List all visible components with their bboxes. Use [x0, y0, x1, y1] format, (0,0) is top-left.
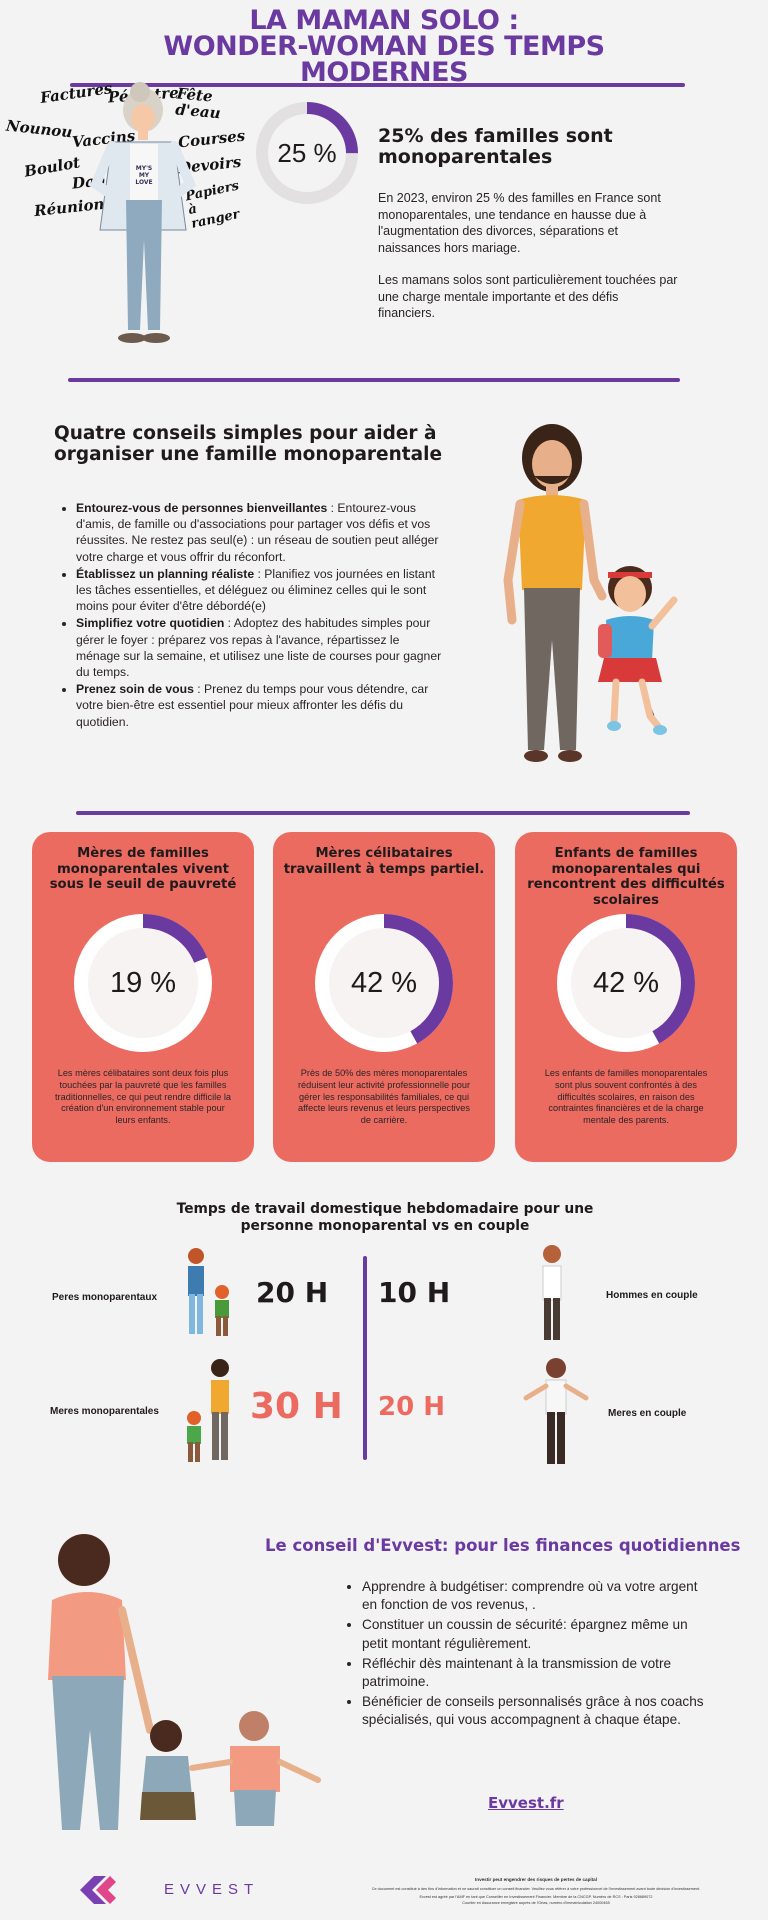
divider: [76, 811, 690, 815]
title-line-2: WONDER-WOMAN DES TEMPS: [163, 31, 605, 62]
card-title: Enfants de familles monoparentales qui r…: [527, 846, 725, 908]
family-walking-icon: [48, 1534, 321, 1830]
card-donut-chart: 42 %: [555, 912, 697, 1054]
footer: Investir peut engendrer des risques de p…: [316, 1876, 756, 1906]
label-single-fathers: Peres monoparentaux: [52, 1292, 158, 1303]
card-donut-chart: 42 %: [313, 912, 455, 1054]
tip-title: Prenez soin de vous: [76, 682, 194, 697]
card-donut-arc: [74, 914, 212, 1052]
stat-card-school: Enfants de familles monoparentales qui r…: [515, 832, 737, 1162]
card-title: Mères de familles monoparentales vivent …: [49, 846, 237, 892]
tips-list: Entourez-vous de personnes bienveillante…: [58, 500, 444, 731]
card-text: Les enfants de familles monoparentales s…: [544, 1068, 708, 1126]
list-item: Établissez un planning réaliste : Planif…: [76, 566, 444, 615]
footer-disclaimer: Ce document est constitué à des fins d'i…: [371, 1887, 701, 1891]
couple-men-hours: 10 H: [378, 1276, 451, 1309]
single-mother-icon: [187, 1359, 229, 1462]
divider: [68, 378, 680, 382]
intro-heading: 25% des familles sont monoparentales: [378, 125, 613, 168]
stat-card-parttime: Mères célibataires travaillent à temps p…: [273, 832, 495, 1162]
card-donut-arc: [315, 914, 453, 1052]
evvest-logo-icon: [80, 1876, 116, 1904]
stat-card-poverty: Mères de familles monoparentales vivent …: [32, 832, 254, 1162]
card-text: Les mères célibataires sont deux fois pl…: [54, 1068, 232, 1126]
supermom-illustration: Factures Pédiatre Fête d'eau Nounou Vacc…: [0, 79, 250, 380]
footer-amf: Evvest est agréé par l'AMF en tant que C…: [419, 1895, 653, 1899]
page-title: LA MAMAN SOLO : WONDER-WOMAN DES TEMPS M…: [0, 5, 768, 88]
svg-text:MY'S: MY'S: [136, 165, 152, 172]
label-couple-women: Meres en couple: [608, 1408, 687, 1419]
list-item: Réfléchir dès maintenant à la transmissi…: [362, 1655, 714, 1691]
intro-paragraph-1: En 2023, environ 25 % des familles en Fr…: [378, 191, 661, 255]
mom-daughter-icon: [503, 424, 678, 762]
tip-text: : Adoptez des habitudes simples pour gér…: [76, 616, 442, 680]
tip-text: : Entourez-vous d'amis, de famille ou d'…: [76, 501, 439, 564]
tip-title: Entourez-vous de personnes bienveillante…: [76, 501, 328, 515]
single-mothers-hours: 30 H: [250, 1386, 343, 1427]
single-fathers-hours: 20 H: [256, 1276, 329, 1309]
intro-donut-chart: 25 %: [252, 98, 362, 208]
couple-women-hours: 20 H: [378, 1392, 445, 1422]
card-text: Près de 50% des mères monoparentales réd…: [297, 1068, 471, 1126]
card-stat-label: 19 %: [109, 966, 177, 999]
evvest-logo: EVVEST: [76, 1872, 286, 1908]
title-line-3: MODERNES: [300, 57, 468, 88]
list-item: Simplifiez votre quotidien : Adoptez des…: [76, 615, 444, 680]
chores-heading: Temps de travail domestique hebdomadaire…: [176, 1201, 594, 1234]
tip-text: : Prenez du temps pour vous détendre, ca…: [76, 682, 429, 729]
tip-title: Établissez un planning réaliste: [76, 566, 255, 581]
chores-divider: [363, 1256, 367, 1460]
card-stat-label: 42 %: [592, 966, 660, 999]
couple-man-icon: [542, 1245, 562, 1340]
footer-orias: Courtier en Assurance enregistré auprès …: [462, 1901, 610, 1905]
tip-title: Simplifiez votre quotidien: [76, 616, 225, 631]
footer-risk-notice: Investir peut engendrer des risques de p…: [474, 1877, 598, 1882]
title-line-1: LA MAMAN SOLO :: [249, 5, 519, 36]
couple-woman-icon: [523, 1358, 589, 1464]
tips-heading: Quatre conseils simples pour aider à org…: [54, 423, 442, 465]
evvest-logo-text: EVVEST: [164, 1881, 260, 1898]
card-stat-label: 42 %: [350, 966, 418, 999]
svg-text:MY: MY: [139, 172, 150, 179]
intro-paragraph-2: Les mamans solos sont particulièrement t…: [378, 273, 678, 320]
intro-donut-arc: [256, 102, 358, 204]
intro-stat-label: 25 %: [277, 137, 337, 168]
divider: [70, 83, 685, 87]
svg-text:LOVE: LOVE: [135, 179, 152, 186]
list-item: Constituer un coussin de sécurité: éparg…: [362, 1616, 714, 1652]
mom-daughter-illustration: [490, 420, 700, 790]
card-title: Mères célibataires travaillent à temps p…: [283, 846, 485, 877]
card-donut-chart: 19 %: [72, 912, 214, 1054]
list-item: Prenez soin de vous : Prenez du temps po…: [76, 681, 444, 730]
label-couple-men: Hommes en couple: [606, 1290, 698, 1301]
list-item: Apprendre à budgétiser: comprendre où va…: [362, 1578, 714, 1614]
list-item: Entourez-vous de personnes bienveillante…: [76, 500, 444, 565]
label-single-mothers: Meres monoparentales: [50, 1406, 159, 1417]
single-father-icon: [188, 1248, 229, 1336]
card-donut-arc: [557, 914, 695, 1052]
evvest-link[interactable]: Evvest.fr: [488, 1794, 564, 1812]
evvest-tips-list: Apprendre à budgétiser: comprendre où va…: [344, 1578, 714, 1732]
tip-text: : Planifiez vos journées en listant les …: [76, 566, 436, 614]
list-item: Bénéficier de conseils personnalisés grâ…: [362, 1693, 714, 1729]
mom-figure-icon: MY'S MY LOVE: [89, 82, 197, 343]
evvest-heading: Le conseil d'Evvest: pour les finances q…: [265, 1536, 741, 1555]
